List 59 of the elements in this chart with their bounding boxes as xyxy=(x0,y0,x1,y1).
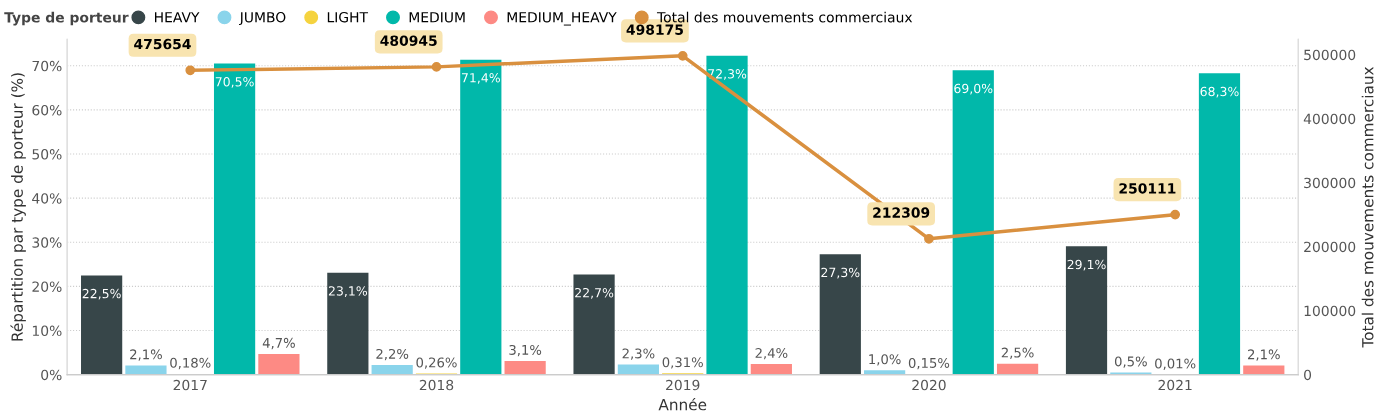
data-label: 2,1% xyxy=(130,349,162,361)
x-tick-label: 2021 xyxy=(1158,379,1192,391)
data-label: 0,31% xyxy=(662,357,703,369)
data-label: 2,3% xyxy=(622,348,655,360)
x-tick-label: 2017 xyxy=(173,379,207,391)
data-label: 2,1% xyxy=(1248,349,1280,361)
data-label: 4,7% xyxy=(262,337,295,350)
x-tick-label: 2020 xyxy=(912,379,946,391)
data-label: 0,26% xyxy=(416,357,457,369)
data-label: 68,3% xyxy=(1200,86,1239,98)
data-label: 1,0% xyxy=(869,354,901,366)
x-tick-label: 2018 xyxy=(419,379,454,391)
legend-title: Type de porteur xyxy=(4,11,129,26)
y2-tick-label: 100000 xyxy=(1304,305,1356,317)
data-label: 29,1% xyxy=(1067,259,1106,271)
legend-label: MEDIUM xyxy=(409,12,465,23)
data-label: 0,15% xyxy=(908,357,950,370)
data-label: 71,4% xyxy=(461,73,500,84)
y-tick-label: 60% xyxy=(32,104,62,116)
y-tick-label: 50% xyxy=(32,149,62,160)
data-label: 72,3% xyxy=(708,69,747,80)
data-label: 27,3% xyxy=(821,267,860,279)
y2-tick-label: 200000 xyxy=(1304,241,1356,253)
y2-tick-label: 300000 xyxy=(1304,177,1356,189)
data-label: 212309 xyxy=(873,207,930,218)
data-label: 3,1% xyxy=(509,344,542,357)
legend-label: LIGHT xyxy=(327,11,369,23)
data-label: 2,4% xyxy=(755,348,788,360)
legend-label: Total des mouvements commerciaux xyxy=(656,11,913,23)
y-tick-label: 70% xyxy=(32,60,62,72)
legend-label: HEAVY xyxy=(155,12,200,23)
data-label: 22,7% xyxy=(575,287,614,299)
y2-tick-label: 500000 xyxy=(1304,49,1356,61)
y-tick-label: 30% xyxy=(32,237,62,248)
y2-tick-label: 400000 xyxy=(1303,113,1356,125)
data-label: 2,2% xyxy=(376,348,409,361)
x-axis-title: Année xyxy=(658,397,707,411)
data-label: 0,18% xyxy=(170,357,211,370)
data-label: 250111 xyxy=(1119,183,1176,194)
y-tick-label: 10% xyxy=(32,325,62,337)
data-label: 0,5% xyxy=(1114,356,1147,368)
data-label: 475654 xyxy=(134,38,191,50)
legend-label: MEDIUM_HEAVY xyxy=(507,12,617,26)
data-label: 498175 xyxy=(626,24,683,35)
y-axis-title: Répartition par type de porteur (%) xyxy=(10,73,26,341)
y2-tick-label: 0 xyxy=(1304,369,1312,381)
y-tick-label: 0% xyxy=(41,369,62,381)
data-label: 2,5% xyxy=(1001,347,1034,359)
legend-label: JUMBO xyxy=(239,11,286,26)
data-label: 480945 xyxy=(380,35,437,46)
x-tick-label: 2019 xyxy=(666,379,700,391)
y-tick-label: 40% xyxy=(32,193,62,204)
data-label: 23,1% xyxy=(328,286,368,297)
data-label: 69,0% xyxy=(954,83,993,95)
y-tick-label: 20% xyxy=(32,281,62,292)
y2-axis-title: Total des mouvements commerciaux xyxy=(1361,66,1374,348)
data-label: 0,01% xyxy=(1155,358,1196,370)
data-label: 70,5% xyxy=(215,77,254,88)
data-label: 22,5% xyxy=(82,288,121,300)
